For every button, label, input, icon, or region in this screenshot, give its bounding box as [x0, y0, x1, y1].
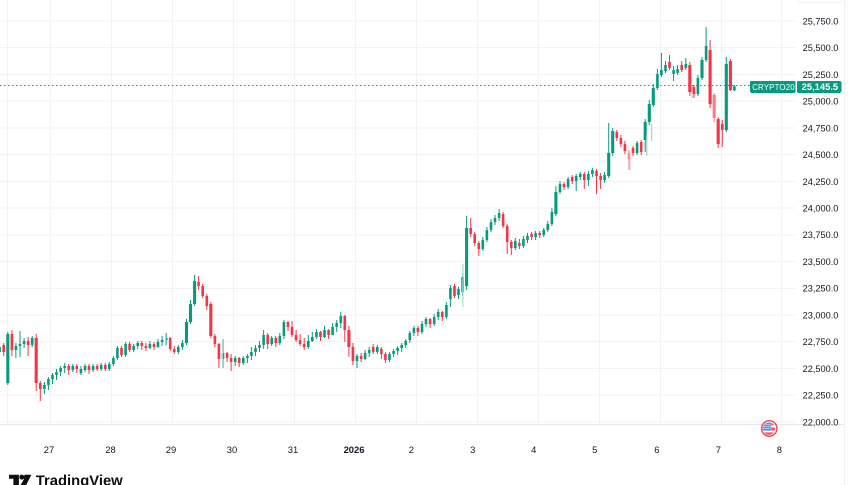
- svg-text:CRYPTO20: CRYPTO20: [752, 83, 795, 92]
- svg-text:29: 29: [166, 444, 176, 455]
- svg-text:6: 6: [654, 444, 659, 455]
- svg-text:25,250.0: 25,250.0: [803, 70, 839, 80]
- svg-text:22,500.0: 22,500.0: [803, 364, 839, 374]
- svg-text:23,500.0: 23,500.0: [803, 257, 839, 267]
- svg-text:22,750.0: 22,750.0: [803, 337, 839, 347]
- svg-text:23,250.0: 23,250.0: [803, 284, 839, 294]
- svg-text:7: 7: [716, 444, 721, 455]
- svg-text:22,250.0: 22,250.0: [803, 391, 839, 401]
- svg-text:25,145.5: 25,145.5: [802, 81, 839, 92]
- svg-text:5: 5: [592, 444, 597, 455]
- svg-text:2026: 2026: [344, 444, 365, 455]
- svg-text:25,750.0: 25,750.0: [803, 16, 839, 26]
- svg-text:27: 27: [44, 444, 54, 455]
- svg-text:3: 3: [470, 444, 475, 455]
- svg-text:25,500.0: 25,500.0: [803, 43, 839, 53]
- svg-text:TradingView: TradingView: [36, 474, 123, 485]
- svg-text:8: 8: [777, 444, 782, 455]
- svg-text:2: 2: [409, 444, 414, 455]
- svg-text:22,000.0: 22,000.0: [803, 417, 839, 427]
- svg-text:28: 28: [105, 444, 115, 455]
- svg-text:24,750.0: 24,750.0: [803, 123, 839, 133]
- svg-text:23,750.0: 23,750.0: [803, 230, 839, 240]
- svg-text:23,000.0: 23,000.0: [803, 310, 839, 320]
- svg-text:31: 31: [288, 444, 298, 455]
- svg-text:24,000.0: 24,000.0: [803, 204, 839, 214]
- svg-text:24,250.0: 24,250.0: [803, 177, 839, 187]
- svg-text:25,000.0: 25,000.0: [803, 97, 839, 107]
- svg-text:4: 4: [531, 444, 536, 455]
- svg-text:30: 30: [227, 444, 237, 455]
- svg-text:24,500.0: 24,500.0: [803, 150, 839, 160]
